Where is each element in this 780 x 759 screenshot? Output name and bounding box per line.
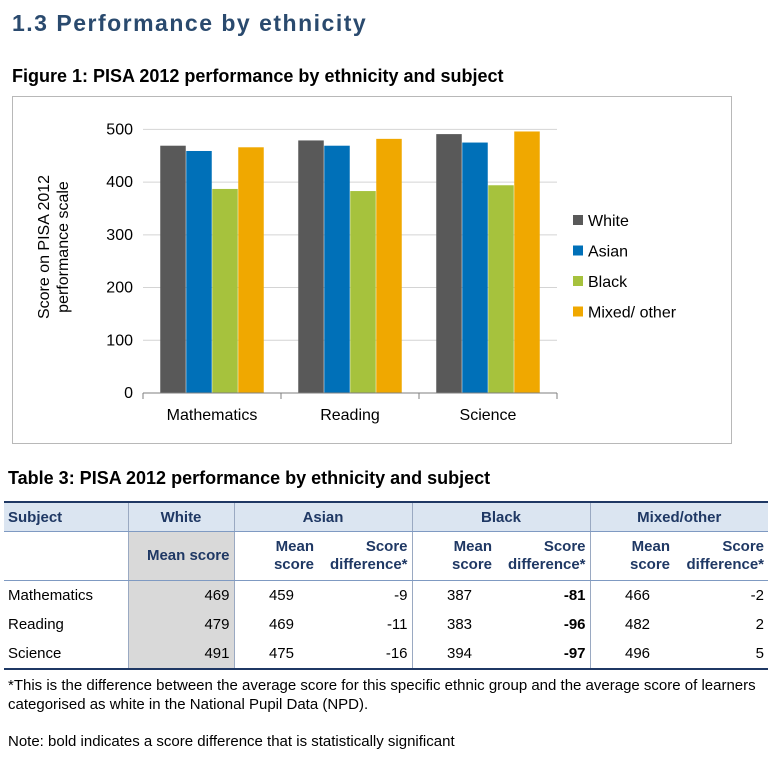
significance-note: Note: bold indicates a score difference … — [8, 733, 455, 750]
y-tick-label: 400 — [106, 174, 133, 191]
header-mixed-mean: Mean score — [589, 531, 675, 581]
bar-chart: 0 100 200 300 400 500 Mathematics Reading Scienc… — [36, 121, 677, 424]
legend-label: Mixed/ other — [588, 305, 677, 322]
chart-frame: 0 100 200 300 400 500 Mathematics Reading Scienc… — [12, 96, 732, 444]
header-black-diff: Score difference* — [496, 531, 591, 581]
legend-label: White — [588, 213, 629, 230]
bar — [350, 191, 376, 393]
section-title: 1.3 Performance by ethnicity — [12, 10, 368, 36]
figure-title: Figure 1: PISA 2012 performance by ethni… — [12, 66, 504, 86]
mixed-diff: -2 — [750, 587, 765, 604]
mixed-mean: 482 — [589, 610, 675, 639]
black-diff: -96 — [563, 616, 586, 633]
bar — [212, 188, 238, 393]
x-tick-label: Reading — [320, 407, 380, 424]
black-mean: 394 — [411, 639, 497, 670]
black-mean: 383 — [411, 610, 497, 639]
x-tick-label: Science — [460, 407, 517, 424]
y-tick-label: 200 — [106, 280, 133, 297]
table-row: Reading 479 469 -11 383 -96 482 2 — [4, 610, 768, 639]
x-tick-label: Mathematics — [167, 407, 258, 424]
bar — [160, 145, 186, 393]
asian-mean: 469 — [233, 610, 318, 639]
white-mean: 491 — [127, 639, 234, 670]
legend-label: Black — [588, 274, 628, 291]
white-mean: 479 — [127, 610, 234, 639]
table-row: Science 491 475 -16 394 -97 496 5 — [4, 639, 769, 670]
asian-diff: -11 — [386, 616, 408, 633]
legend-swatch — [573, 245, 583, 256]
bar — [186, 150, 212, 393]
asian-mean: 475 — [233, 639, 318, 670]
y-tick-label: 100 — [106, 332, 133, 349]
legend-label: Asian — [588, 244, 628, 261]
bar — [238, 147, 264, 393]
mixed-diff: 5 — [674, 639, 769, 670]
bar — [488, 185, 514, 393]
table-title: Table 3: PISA 2012 performance by ethnic… — [8, 468, 491, 488]
header-black-mean: Mean score — [411, 531, 497, 581]
legend-swatch — [573, 215, 583, 225]
header-subject: Subject — [4, 501, 128, 532]
header-white: White — [127, 501, 234, 532]
legend-swatch — [573, 276, 583, 286]
black-diff: -81 — [563, 587, 586, 604]
white-mean: 469 — [127, 580, 234, 610]
asian-mean: 459 — [233, 580, 318, 610]
asian-diff: -16 — [318, 639, 413, 670]
header-mixed-diff: Score difference* — [674, 531, 769, 581]
black-diff: -97 — [496, 639, 591, 670]
asian-diff: -9 — [394, 587, 408, 604]
y-axis-label: performance scale — [55, 181, 72, 313]
header-mixed: Mixed/other — [589, 501, 769, 532]
bar — [298, 140, 324, 393]
row-subject: Mathematics — [8, 587, 94, 604]
y-tick-label: 300 — [106, 227, 133, 244]
bar — [324, 145, 350, 393]
y-tick-label: 0 — [124, 385, 133, 402]
header-asian-diff: Score difference* — [318, 531, 413, 581]
header-white-mean: Mean score — [127, 531, 234, 581]
bar — [376, 138, 402, 393]
legend-swatch — [573, 306, 583, 317]
y-tick-label: 500 — [106, 121, 133, 138]
mixed-diff: 2 — [755, 616, 765, 633]
header-black: Black — [411, 501, 591, 532]
performance-table: Subject White Asian Black Mixed/other Me… — [4, 501, 769, 670]
row-subject: Science — [4, 639, 128, 670]
bar — [514, 131, 540, 394]
bar — [436, 134, 462, 393]
bar — [462, 142, 488, 393]
table-row: Mathematics 469 459 -9 387 -81 466 -2 — [4, 580, 768, 610]
mixed-mean: 466 — [589, 580, 675, 610]
mixed-mean: 496 — [589, 639, 675, 670]
row-subject: Reading — [8, 616, 64, 633]
header-asian: Asian — [233, 501, 413, 532]
black-mean: 387 — [411, 580, 497, 610]
header-asian-mean: Mean score — [233, 531, 318, 581]
y-axis-label: Score on PISA 2012 — [36, 175, 53, 319]
footnote: *This is the difference between the aver… — [8, 677, 756, 713]
